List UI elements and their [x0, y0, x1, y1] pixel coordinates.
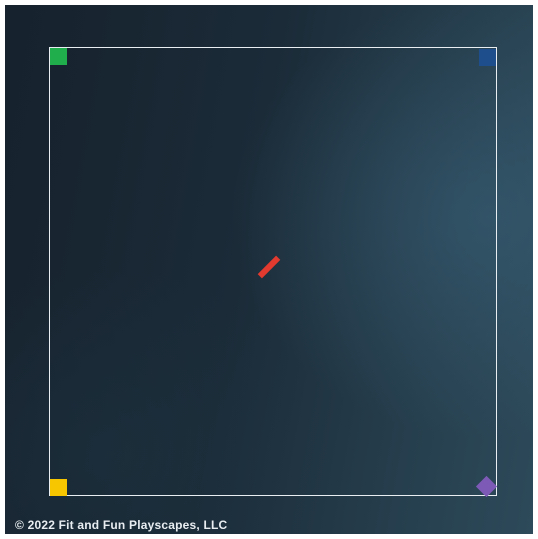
yellow-square-marker [50, 479, 67, 496]
green-square-marker [50, 48, 67, 65]
blue-square-marker [479, 49, 496, 66]
court-boundary [49, 47, 497, 496]
game-board: © 2022 Fit and Fun Playscapes, LLC [5, 5, 533, 534]
copyright-text: © 2022 Fit and Fun Playscapes, LLC [15, 518, 228, 532]
